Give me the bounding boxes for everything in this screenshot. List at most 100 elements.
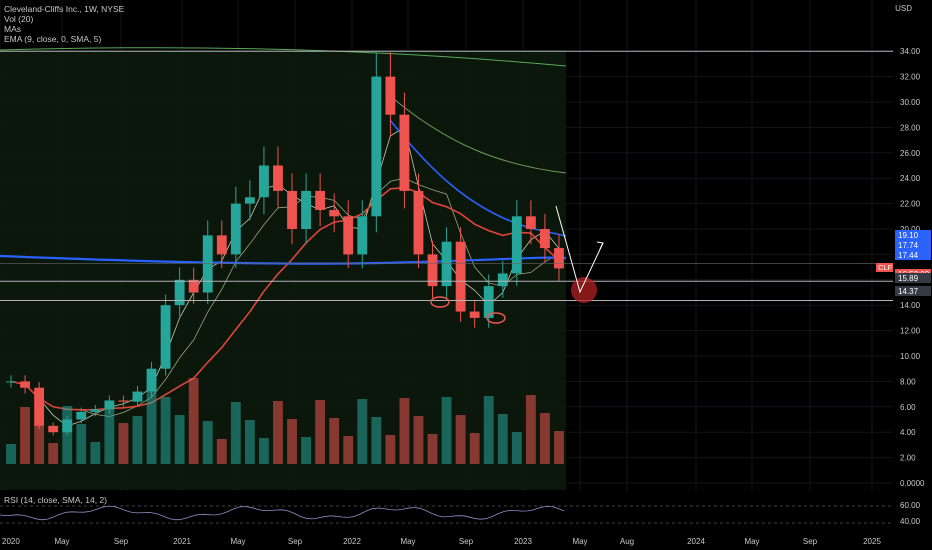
price-label: 14.37 [898,287,919,296]
candle-body [343,216,354,255]
price-tick-label: 24.00 [900,174,921,183]
volume-bar [441,397,452,464]
ma-green-top-line [0,47,567,67]
price-tick-label: 32.00 [900,73,921,82]
volume-bar [146,379,157,464]
price-tick-label: 30.00 [900,98,921,107]
price-label-bg [895,250,931,260]
candle-body [20,381,30,388]
candle-body [511,216,522,274]
volume-bar [48,443,59,464]
price-label-bg [895,230,931,240]
ma-200-line [10,186,560,411]
price-tick-label: 8.00 [900,377,916,386]
candle-body [357,216,368,255]
ticker-label: CLF [878,263,893,272]
time-tick-label: May [744,537,759,546]
volume-bar [104,405,115,464]
time-tick-label: 2021 [173,537,191,546]
candle-body [104,400,115,410]
volume-bar [413,416,424,464]
candle-body [483,286,494,318]
volume-bar [455,415,466,464]
ema-indicator-label[interactable]: EMA (9, close, 0, SMA, 5) [4,34,102,44]
rsi-indicator-label[interactable]: RSI (14, close, SMA, 14, 2) [4,495,107,505]
time-tick-label: May [400,537,415,546]
volume-bar [540,413,550,464]
volume-bar [399,398,410,464]
volume-bar [160,397,171,464]
time-tick-label: May [54,537,69,546]
price-label: 19.10 [898,231,919,240]
price-tick-label: 22.00 [900,200,921,209]
ticker-label-bg [876,263,893,272]
volume-bar [385,435,396,464]
mas-indicator-label[interactable]: MAs [4,24,21,34]
volume-bar [427,434,438,464]
time-tick-label: Sep [803,537,818,546]
volume-bar [511,432,522,464]
time-axis [0,532,932,550]
volume-bar [343,436,354,464]
currency-label: USD [895,4,912,13]
volume-bar [525,395,536,464]
volume-bar [6,444,16,464]
time-tick-label: Sep [459,537,474,546]
support-marker [430,296,450,308]
support-marker [486,312,506,324]
candle-body [329,209,340,217]
volume-indicator-label[interactable]: Vol (20) [4,14,34,24]
ma-short-line [10,126,560,427]
time-tick-label: 2020 [2,537,20,546]
price-tick-label: 26.00 [900,149,921,158]
rsi-tick-label: 40.00 [900,517,921,526]
candle-body [273,165,283,191]
candle-body [202,235,213,293]
volume-bar [20,407,30,464]
time-tick-label: 2024 [687,537,705,546]
volume-bar [301,437,311,464]
price-tick-label: 4.00 [900,428,916,437]
candle-body [146,368,157,392]
volume-bar [174,415,185,464]
time-tick-label: May [230,537,245,546]
volume-bar [273,401,283,464]
time-tick-label: Aug [620,537,634,546]
shaded-region [0,50,566,490]
time-tick-label: 2025 [863,537,881,546]
candle-body [230,203,241,255]
candle-body [399,114,410,191]
candle-body [469,311,480,318]
candle-body [48,425,59,433]
price-tick-label: 34.00 [900,47,921,56]
price-label-bg [895,240,931,250]
volume-bar [34,425,45,464]
time-tick-label: 2023 [514,537,532,546]
volume-bar [329,418,340,464]
volume-bar [244,420,255,464]
candle-body [244,197,255,204]
volume-bar [371,417,382,464]
volume-bar [315,400,326,464]
volume-bar [132,416,143,464]
candle-body [385,76,396,115]
candle-body [216,235,227,255]
candle-body [90,409,101,412]
candle-body [554,248,564,269]
volume-bar [469,433,480,464]
candle-body [540,229,550,249]
volume-bar [287,419,297,464]
candle-body [76,411,87,420]
candle-body [427,254,438,287]
candle-body [371,76,382,217]
price-tick-label: 20.00 [900,225,921,234]
price-label: 17.74 [898,241,919,250]
candle-body [315,190,326,210]
candle-body [160,305,171,369]
rsi-tick-label: 60.00 [900,501,921,510]
price-tick-label: 28.00 [900,123,921,132]
candle-body [132,391,143,402]
volume-bar [76,424,87,464]
volume-bar [259,438,269,464]
